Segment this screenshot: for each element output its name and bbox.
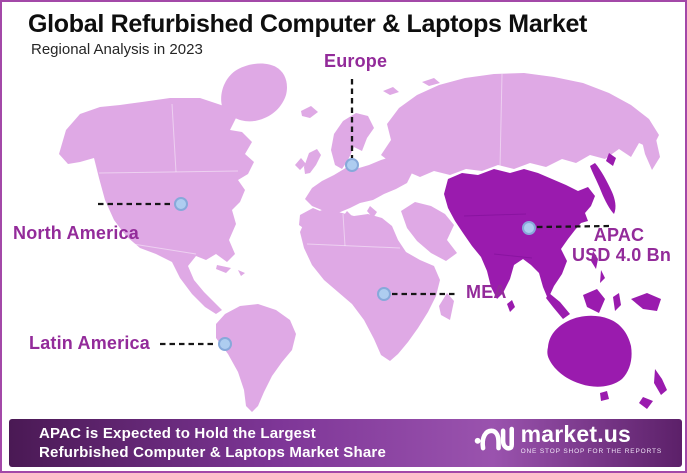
europe-marker bbox=[345, 158, 359, 172]
marketus-logo-icon bbox=[474, 426, 514, 451]
region-australia bbox=[547, 315, 632, 401]
mea-marker bbox=[377, 287, 391, 301]
region-philippines bbox=[591, 251, 605, 283]
region-caribbean-islands bbox=[216, 265, 245, 276]
apac-value-text: USD 4.0 Bn bbox=[572, 244, 672, 265]
region-label-mea: MEA bbox=[466, 282, 507, 302]
region-british-isles bbox=[295, 149, 321, 174]
region-label-north-america: North America bbox=[13, 223, 139, 243]
brand-tagline: ONE STOP SHOP FOR THE REPORTS bbox=[520, 448, 662, 455]
region-japan bbox=[590, 153, 616, 214]
region-apac-mainland bbox=[444, 169, 595, 299]
region-arctic-islands bbox=[383, 78, 440, 95]
region-sri-lanka bbox=[507, 300, 515, 312]
continent-north-america bbox=[59, 98, 254, 314]
landmass-light bbox=[59, 63, 660, 412]
north-america-marker bbox=[174, 197, 188, 211]
brand-name: market.us bbox=[520, 421, 632, 447]
page-title: Global Refurbished Computer & Laptops Ma… bbox=[28, 10, 588, 38]
banner-line1: APAC is Expected to Hold the Largest bbox=[39, 425, 316, 442]
region-label-europe: Europe bbox=[324, 51, 388, 71]
region-label-apac: APAC USD 4.0 Bn bbox=[572, 225, 672, 265]
banner-line2: Refurbished Computer & Laptops Market Sh… bbox=[39, 443, 386, 461]
continent-south-america bbox=[216, 304, 296, 412]
apac-connector bbox=[536, 224, 612, 229]
brand-logo: market.us ONE STOP SHOP FOR THE REPORTS bbox=[474, 423, 662, 455]
connector-lines bbox=[98, 79, 612, 346]
apac-marker bbox=[522, 221, 536, 235]
map-markers bbox=[174, 158, 536, 351]
region-middle-east bbox=[401, 202, 457, 261]
region-label-latin-america: Latin America bbox=[29, 333, 150, 353]
region-indonesia bbox=[546, 289, 661, 336]
region-russia bbox=[381, 73, 659, 177]
region-new-zealand bbox=[639, 369, 667, 409]
footer-banner: APAC is Expected to Hold the Largest Ref… bbox=[9, 419, 682, 467]
latin-america-marker bbox=[218, 337, 232, 351]
region-madagascar bbox=[439, 293, 454, 320]
page-subtitle: Regional Analysis in 2023 bbox=[31, 41, 203, 58]
brand-text-block: market.us ONE STOP SHOP FOR THE REPORTS bbox=[520, 421, 662, 456]
region-iceland bbox=[301, 106, 318, 118]
region-kamchatka bbox=[641, 123, 660, 170]
apac-label-text: APAC bbox=[593, 225, 645, 245]
region-greenland bbox=[221, 63, 287, 122]
banner-headline: APAC is Expected to Hold the Largest Ref… bbox=[39, 425, 386, 462]
continent-africa bbox=[300, 210, 440, 361]
country-borders bbox=[98, 73, 533, 259]
landmass-dark-apac bbox=[444, 153, 667, 409]
region-europe-mainland bbox=[305, 156, 413, 233]
